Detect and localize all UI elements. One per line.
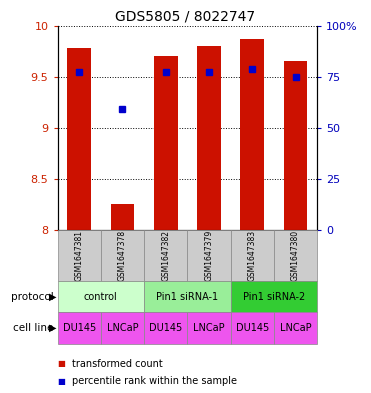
Bar [274, 230, 317, 281]
Text: GDS5805 / 8022747: GDS5805 / 8022747 [115, 10, 256, 24]
Text: protocol: protocol [11, 292, 54, 302]
Text: ▶: ▶ [49, 292, 57, 302]
Text: ■: ■ [58, 359, 65, 368]
Text: GSM1647378: GSM1647378 [118, 230, 127, 281]
Text: GSM1647383: GSM1647383 [248, 230, 257, 281]
Bar [58, 281, 144, 312]
Bar [154, 56, 178, 230]
Bar [231, 312, 274, 344]
Text: LNCaP: LNCaP [280, 323, 311, 333]
Bar [197, 46, 221, 230]
Text: DU145: DU145 [149, 323, 182, 333]
Bar [101, 230, 144, 281]
Bar [231, 281, 317, 312]
Bar [144, 230, 187, 281]
Text: ■: ■ [58, 377, 65, 386]
Text: GSM1647380: GSM1647380 [291, 230, 300, 281]
Bar [58, 230, 101, 281]
Text: cell line: cell line [13, 323, 54, 333]
Bar [101, 312, 144, 344]
Text: Pin1 siRNA-1: Pin1 siRNA-1 [156, 292, 219, 302]
Text: Pin1 siRNA-2: Pin1 siRNA-2 [243, 292, 305, 302]
Bar [274, 312, 317, 344]
Text: GSM1647381: GSM1647381 [75, 230, 83, 281]
Text: GSM1647379: GSM1647379 [204, 230, 213, 281]
Text: transformed count: transformed count [72, 358, 163, 369]
Text: ▶: ▶ [49, 323, 57, 333]
Bar [284, 61, 308, 230]
Text: LNCaP: LNCaP [193, 323, 225, 333]
Text: GSM1647382: GSM1647382 [161, 230, 170, 281]
Text: percentile rank within the sample: percentile rank within the sample [72, 376, 237, 386]
Bar [144, 281, 231, 312]
Text: DU145: DU145 [236, 323, 269, 333]
Bar [144, 312, 187, 344]
Bar [67, 48, 91, 230]
Bar [187, 230, 231, 281]
Bar [111, 204, 134, 230]
Bar [187, 312, 231, 344]
Text: DU145: DU145 [63, 323, 96, 333]
Text: LNCaP: LNCaP [106, 323, 138, 333]
Text: control: control [84, 292, 118, 302]
Bar [231, 230, 274, 281]
Bar [240, 39, 264, 230]
Bar [58, 312, 101, 344]
